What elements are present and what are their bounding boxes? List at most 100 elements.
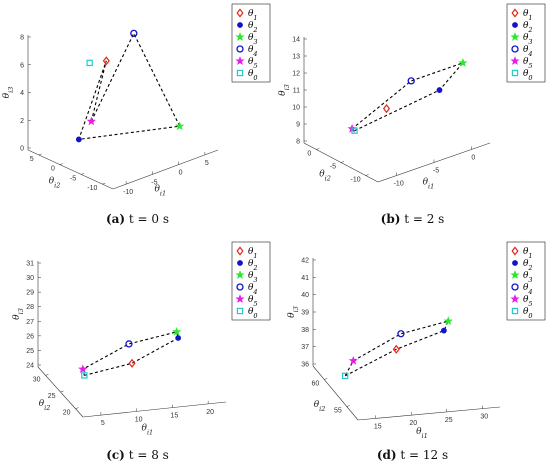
panel-d-legend-label: θ1 (523, 247, 533, 260)
panel-c-point-θ2 (175, 335, 182, 341)
panel-b-formation-line (351, 61, 465, 132)
panel-a-x-tick: -5 (151, 179, 157, 186)
panel-d-legend-label: θ4 (523, 283, 533, 296)
panel-d-point-θ3 (443, 316, 453, 326)
panel-b-x-tick: 0 (471, 155, 475, 162)
panel-b-caption: (b) t = 2 s (275, 212, 550, 226)
panel-b-chart: 891011121314-10-50-10-50θi3θi1θi2θ1θ2θ3θ… (278, 3, 546, 190)
panel-b-point-θ1 (382, 104, 391, 114)
panel-b-legend-label: θ2 (523, 21, 533, 34)
panel-b-axes: 8 9 10 11 12 13 14 -10 -5 0 -10 -5 0 (292, 37, 491, 188)
panel-d-z-tick: 42 (301, 258, 309, 265)
panel-c-point-θ5 (78, 364, 88, 374)
panel-b-legend-marker-θ1 (511, 8, 519, 18)
panel-a-point-θ4 (130, 29, 138, 38)
panel-c-x-tick: 20 (206, 409, 214, 416)
panel-a-legend-marker-θ0 (236, 69, 244, 77)
panel-d-z-label: θi3 (287, 306, 300, 318)
panel-a-caption: (a) t = 0 s (0, 212, 275, 226)
panel-a-x-tick: -10 (123, 189, 133, 196)
svg-text:θi3: θi3 (2, 87, 15, 99)
svg-text:θi3: θi3 (287, 306, 300, 318)
svg-text:θi2: θi2 (39, 399, 51, 412)
panel-d-legend-marker-θ0 (511, 307, 519, 315)
panel-b-point-θ0 (351, 127, 358, 134)
panel-c-x-axis (82, 401, 227, 418)
panel-a-x-tick: 5 (205, 160, 209, 167)
panel-b-legend-marker-θ5 (510, 56, 520, 65)
panel-b-z-tick: 8 (296, 139, 300, 146)
panel-b-legend-label: θ0 (523, 69, 533, 82)
panel-c-y-tick: 25 (48, 393, 56, 400)
panel-c-z-tick: 29 (26, 290, 34, 297)
panel-b-point-θ2 (436, 87, 443, 93)
panel-a-point-θ1 (102, 56, 110, 66)
panel-d-legend-marker-θ3 (510, 270, 520, 279)
panel-d-y-axis (312, 365, 359, 421)
panel-c-legend-label: θ0 (248, 307, 258, 320)
panel-b-z-label: θi3 (278, 84, 291, 96)
panel-c-y-tick: 30 (33, 376, 41, 383)
panel-d-x-tick: 25 (445, 417, 453, 424)
svg-text:θi1: θi1 (423, 177, 435, 190)
panel-b-z-tick: 11 (293, 88, 300, 95)
panel-c-legend-marker-θ1 (236, 246, 244, 256)
panel-b-x-tick: -5 (433, 168, 439, 175)
panel-b-legend-marker-θ0 (511, 69, 519, 77)
panel-c-points (78, 327, 182, 379)
panel-d-x-label: θi1 (416, 427, 428, 440)
panel-c-label: (c) (106, 448, 125, 462)
panel-b-z-tick: 10 (292, 105, 300, 112)
panel-c-x-tick: 10 (135, 416, 143, 423)
panel-c-point-θ3 (172, 327, 182, 336)
panel-a-point-θ3 (175, 121, 185, 131)
panel-d-point-θ0 (341, 372, 349, 380)
panel-a-z-tick: 6 (20, 62, 24, 69)
panel-c-z-tick: 27 (26, 319, 34, 326)
svg-text:θi1: θi1 (154, 184, 166, 197)
panel-b-y-tick: 0 (307, 151, 311, 158)
panel-d-caption: (d) t = 12 s (275, 448, 550, 462)
panel-c-axes: 24 25 26 27 28 29 30 31 5 10 15 20 20 25 30 (26, 261, 227, 427)
panel-d-caption-text: t = 12 s (400, 448, 449, 462)
panel-a-x-axis (112, 149, 219, 190)
panel-d-z-tick: 40 (301, 292, 309, 299)
panel-b-points (347, 58, 468, 134)
panel-a-legend-label: θ2 (248, 21, 258, 34)
panel-c-z-tick: 28 (26, 304, 34, 311)
panel-c-point-θ0 (81, 372, 88, 379)
panel-d-legend-marker-θ1 (511, 246, 519, 256)
panel-a-z-tick: 4 (20, 90, 24, 97)
panel-a-y-tick: 5 (30, 156, 34, 163)
panel-b-y-tick: -5 (330, 164, 336, 171)
panel-a-y-label: θi2 (49, 177, 61, 190)
panel-a-legend-marker-θ4 (236, 45, 244, 53)
panel-d-z-tick: 41 (301, 275, 309, 282)
panel-c-legend-marker-θ5 (235, 294, 245, 303)
panel-b-y-tick: -10 (351, 177, 361, 184)
svg-text:θi1: θi1 (142, 423, 154, 436)
panel-a-label: (a) (105, 212, 126, 226)
panel-d-legend-marker-θ2 (512, 260, 518, 266)
panel-c-point-θ4 (125, 340, 133, 348)
panel-a-z-tick: 8 (20, 35, 24, 42)
panel-b-legend-marker-θ4 (511, 45, 519, 53)
panel-b-point-θ4 (407, 77, 415, 85)
panel-b-x-tick: -10 (394, 181, 404, 188)
panel-a-point-θ2 (75, 136, 82, 143)
panel-a-point-θ5 (86, 116, 96, 126)
panel-b-y-label: θi2 (319, 170, 331, 183)
panel-c-x-label: θi1 (142, 423, 154, 436)
panel-a-legend-marker-θ1 (236, 8, 244, 18)
panel-d-x-tick: 20 (409, 420, 417, 427)
panel-c-z-tick: 30 (26, 275, 34, 282)
panel-d-y-label: θi2 (314, 400, 326, 413)
panel-d-point-θ1 (392, 344, 400, 354)
